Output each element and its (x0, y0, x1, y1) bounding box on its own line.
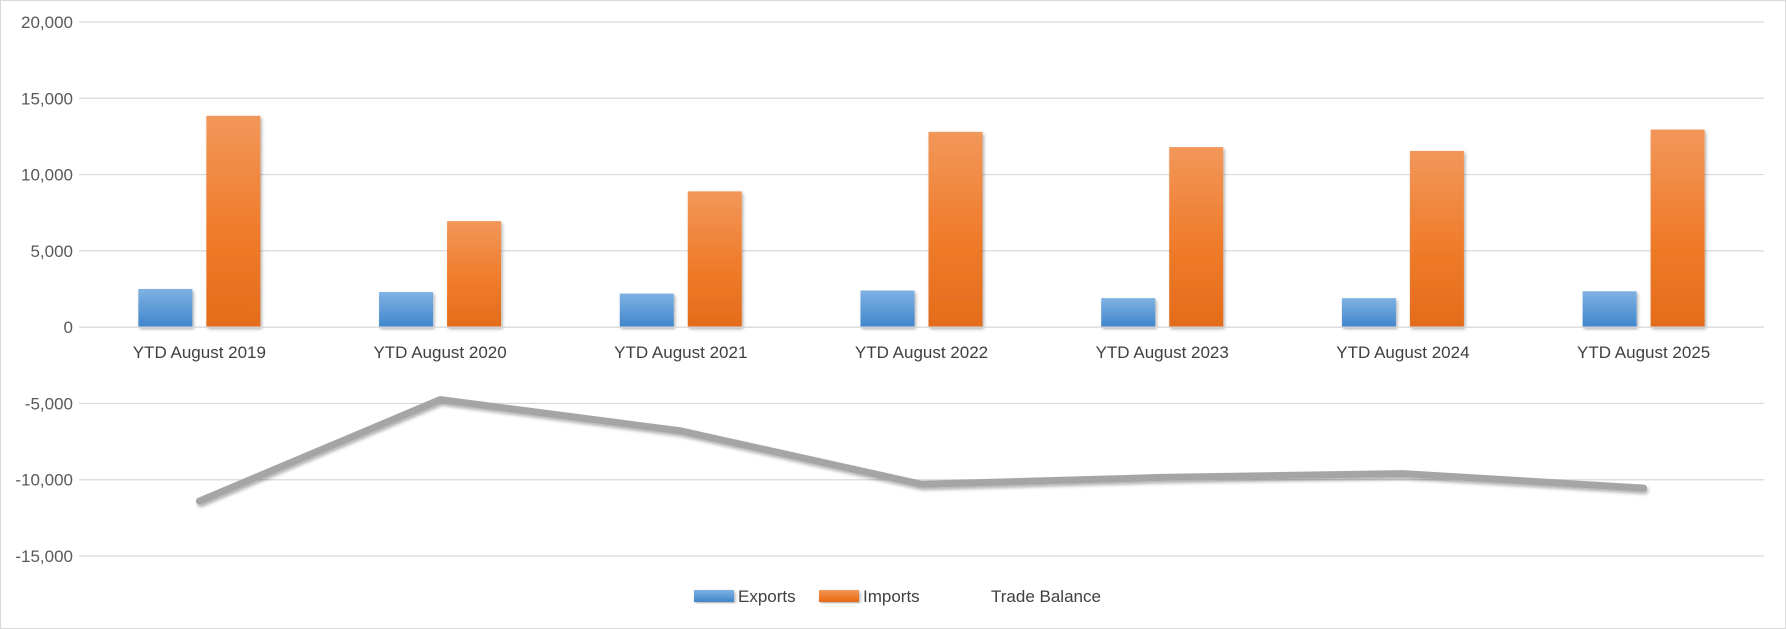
category-label: YTD August 2023 (1096, 343, 1229, 362)
bar-imports (447, 221, 502, 328)
bar-exports (1101, 298, 1156, 328)
category-label: YTD August 2020 (373, 343, 506, 362)
bar-exports (1582, 291, 1637, 328)
series-line-trade-balance (195, 396, 1648, 505)
y-tick-label: 15,000 (21, 89, 73, 108)
legend-item-imports[interactable]: Imports (819, 587, 920, 606)
bar-imports (687, 191, 742, 328)
bar-imports (928, 131, 983, 328)
y-tick-label: 10,000 (21, 166, 73, 185)
y-tick-label: 0 (64, 318, 73, 337)
bar-imports (1169, 147, 1224, 328)
bar-imports (206, 115, 261, 328)
y-tick-label: -5,000 (25, 394, 73, 413)
bar-imports (1650, 129, 1705, 328)
legend: Exports Imports Trade Balance (694, 587, 1101, 606)
bars (79, 115, 1764, 328)
bar-exports (138, 289, 193, 328)
legend-item-trade-balance[interactable]: Trade Balance (942, 587, 1101, 606)
legend-swatch (694, 590, 734, 602)
bar-exports (379, 292, 434, 328)
legend-label: Imports (863, 587, 920, 606)
bar-exports (860, 290, 915, 328)
legend-label: Exports (738, 587, 796, 606)
y-tick-label: 5,000 (30, 242, 73, 261)
category-label: YTD August 2022 (855, 343, 988, 362)
y-axis-ticks: 20,000 15,000 10,000 5,000 0 -5,000 -10,000 -15… (15, 13, 73, 566)
y-tick-label: -10,000 (15, 471, 73, 490)
category-label: YTD August 2025 (1577, 343, 1710, 362)
y-tick-label: 20,000 (21, 13, 73, 32)
category-labels: YTD August 2019 YTD August 2020 YTD August… (133, 343, 1711, 362)
gridlines (79, 21, 1764, 557)
category-label: YTD August 2024 (1336, 343, 1469, 362)
legend-swatch (819, 590, 859, 602)
y-tick-label: -15,000 (15, 547, 73, 566)
bar-exports (619, 293, 674, 328)
category-label: YTD August 2021 (614, 343, 747, 362)
trade-balance-line (195, 396, 1648, 505)
bar-imports (1409, 150, 1464, 328)
bar-exports (1341, 298, 1396, 328)
category-label: YTD August 2019 (133, 343, 266, 362)
legend-label: Trade Balance (991, 587, 1101, 606)
legend-item-exports[interactable]: Exports (694, 587, 796, 606)
